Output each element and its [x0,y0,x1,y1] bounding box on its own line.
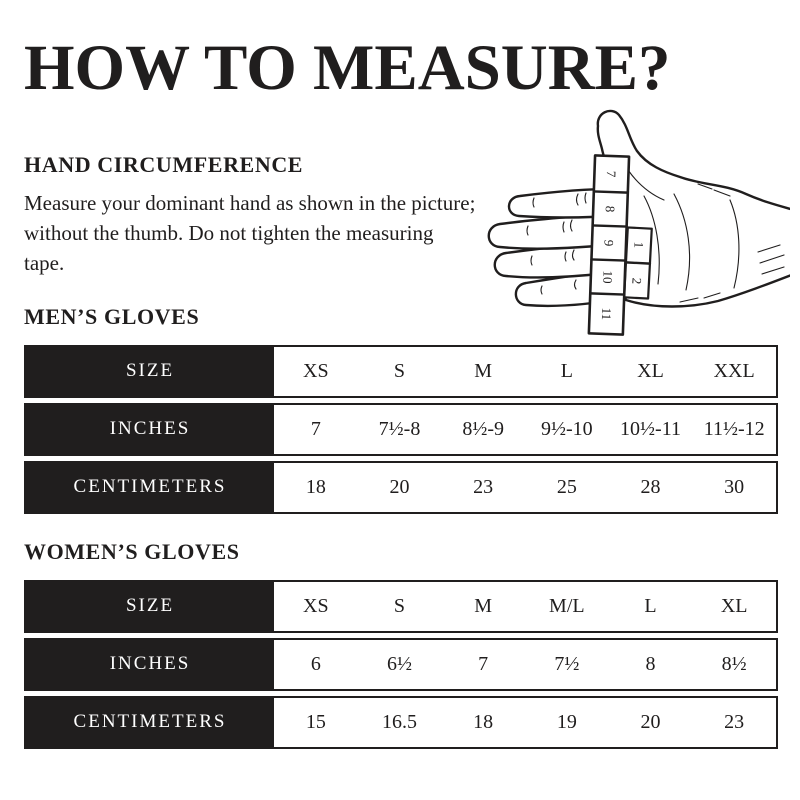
row-label: CENTIMETERS [26,697,274,747]
tape-number: 9 [601,239,616,246]
size-value: XL [720,594,748,617]
mens-gloves-heading: MEN’S GLOVES [24,303,200,329]
inches-value: 7 [310,417,321,440]
tape-number: 2 [629,277,644,284]
row-values: 15 16.5 18 19 20 23 [274,698,776,747]
centimeters-value: 23 [724,710,745,733]
inches-value: 9½-10 [540,417,593,440]
table-row-inches: INCHES 6 6½ 7 7½ 8 8½ [24,637,778,691]
inches-value: 8 [645,652,656,675]
size-value: S [393,359,406,382]
tape-number: 11 [599,307,614,320]
hand-measurement-illustration: 1 2 7 8 9 10 11 [487,109,790,336]
sketch-hatching [526,169,785,303]
tape-number: 8 [603,206,618,213]
centimeters-value: 18 [305,475,326,498]
size-value: L [560,359,573,382]
row-label: CENTIMETERS [26,462,274,512]
inches-value: 8½ [721,652,747,675]
mens-sizing-table: SIZE XS S M L XL XXL INCHES 7 7½-8 8½-9 … [24,344,778,514]
row-label: SIZE [26,346,274,396]
inches-value: 7½ [554,652,580,675]
size-value: XS [303,359,329,382]
hand-circumference-description: Measure your dominant hand as shown in t… [24,191,476,275]
centimeters-value: 20 [389,475,410,498]
inches-value: 10½-11 [620,417,681,440]
centimeters-value: 28 [640,475,661,498]
centimeters-value: 23 [473,475,494,498]
inches-value: 6½ [386,652,412,675]
centimeters-value: 15 [305,710,326,733]
table-row-size: SIZE XS S M L XL XXL [24,344,778,398]
table-row-centimeters: CENTIMETERS 15 16.5 18 19 20 23 [24,695,778,749]
size-value: M/L [549,594,585,617]
centimeters-value: 25 [556,475,577,498]
table-row-size: SIZE XS S M M/L L XL [24,579,778,633]
size-value: L [644,594,657,617]
page-title: HOW TO MEASURE? [24,32,671,104]
centimeters-value: 30 [724,475,745,498]
row-label: INCHES [26,639,274,689]
measuring-tape-back-strip: 1 2 [623,226,653,300]
tape-number: 10 [600,270,615,284]
size-value: S [393,594,406,617]
row-values: 7 7½-8 8½-9 9½-10 10½-11 11½-12 [274,405,776,454]
hand-circumference-heading: HAND CIRCUMFERENCE [24,152,304,178]
size-value: XL [637,359,664,382]
tape-number: 1 [631,241,646,248]
size-value: M [474,359,493,382]
row-values: 6 6½ 7 7½ 8 8½ [274,640,776,689]
womens-sizing-table: SIZE XS S M M/L L XL INCHES 6 6½ 7 7½ 8 … [24,579,778,749]
centimeters-value: 20 [640,710,661,733]
row-values: XS S M L XL XXL [274,347,776,396]
centimeters-value: 18 [473,710,494,733]
inches-value: 8½-9 [462,417,504,440]
inches-value: 6 [310,652,321,675]
inches-value: 7 [478,652,489,675]
size-value: M [474,594,493,617]
tape-number: 7 [604,171,619,179]
centimeters-value: 19 [556,710,577,733]
row-label: INCHES [26,404,274,454]
womens-gloves-heading: WOMEN’S GLOVES [24,538,240,564]
row-label: SIZE [26,581,274,631]
inches-value: 11½-12 [703,417,765,440]
size-value: XXL [713,359,755,382]
row-values: 18 20 23 25 28 30 [274,463,776,512]
table-row-centimeters: CENTIMETERS 18 20 23 25 28 30 [24,460,778,514]
inches-value: 7½-8 [378,417,421,440]
row-values: XS S M M/L L XL [274,582,776,631]
measuring-tape: 7 8 9 10 11 [587,154,631,336]
table-row-inches: INCHES 7 7½-8 8½-9 9½-10 10½-11 11½-12 [24,402,778,456]
centimeters-value: 16.5 [381,710,417,733]
size-value: XS [303,594,329,617]
